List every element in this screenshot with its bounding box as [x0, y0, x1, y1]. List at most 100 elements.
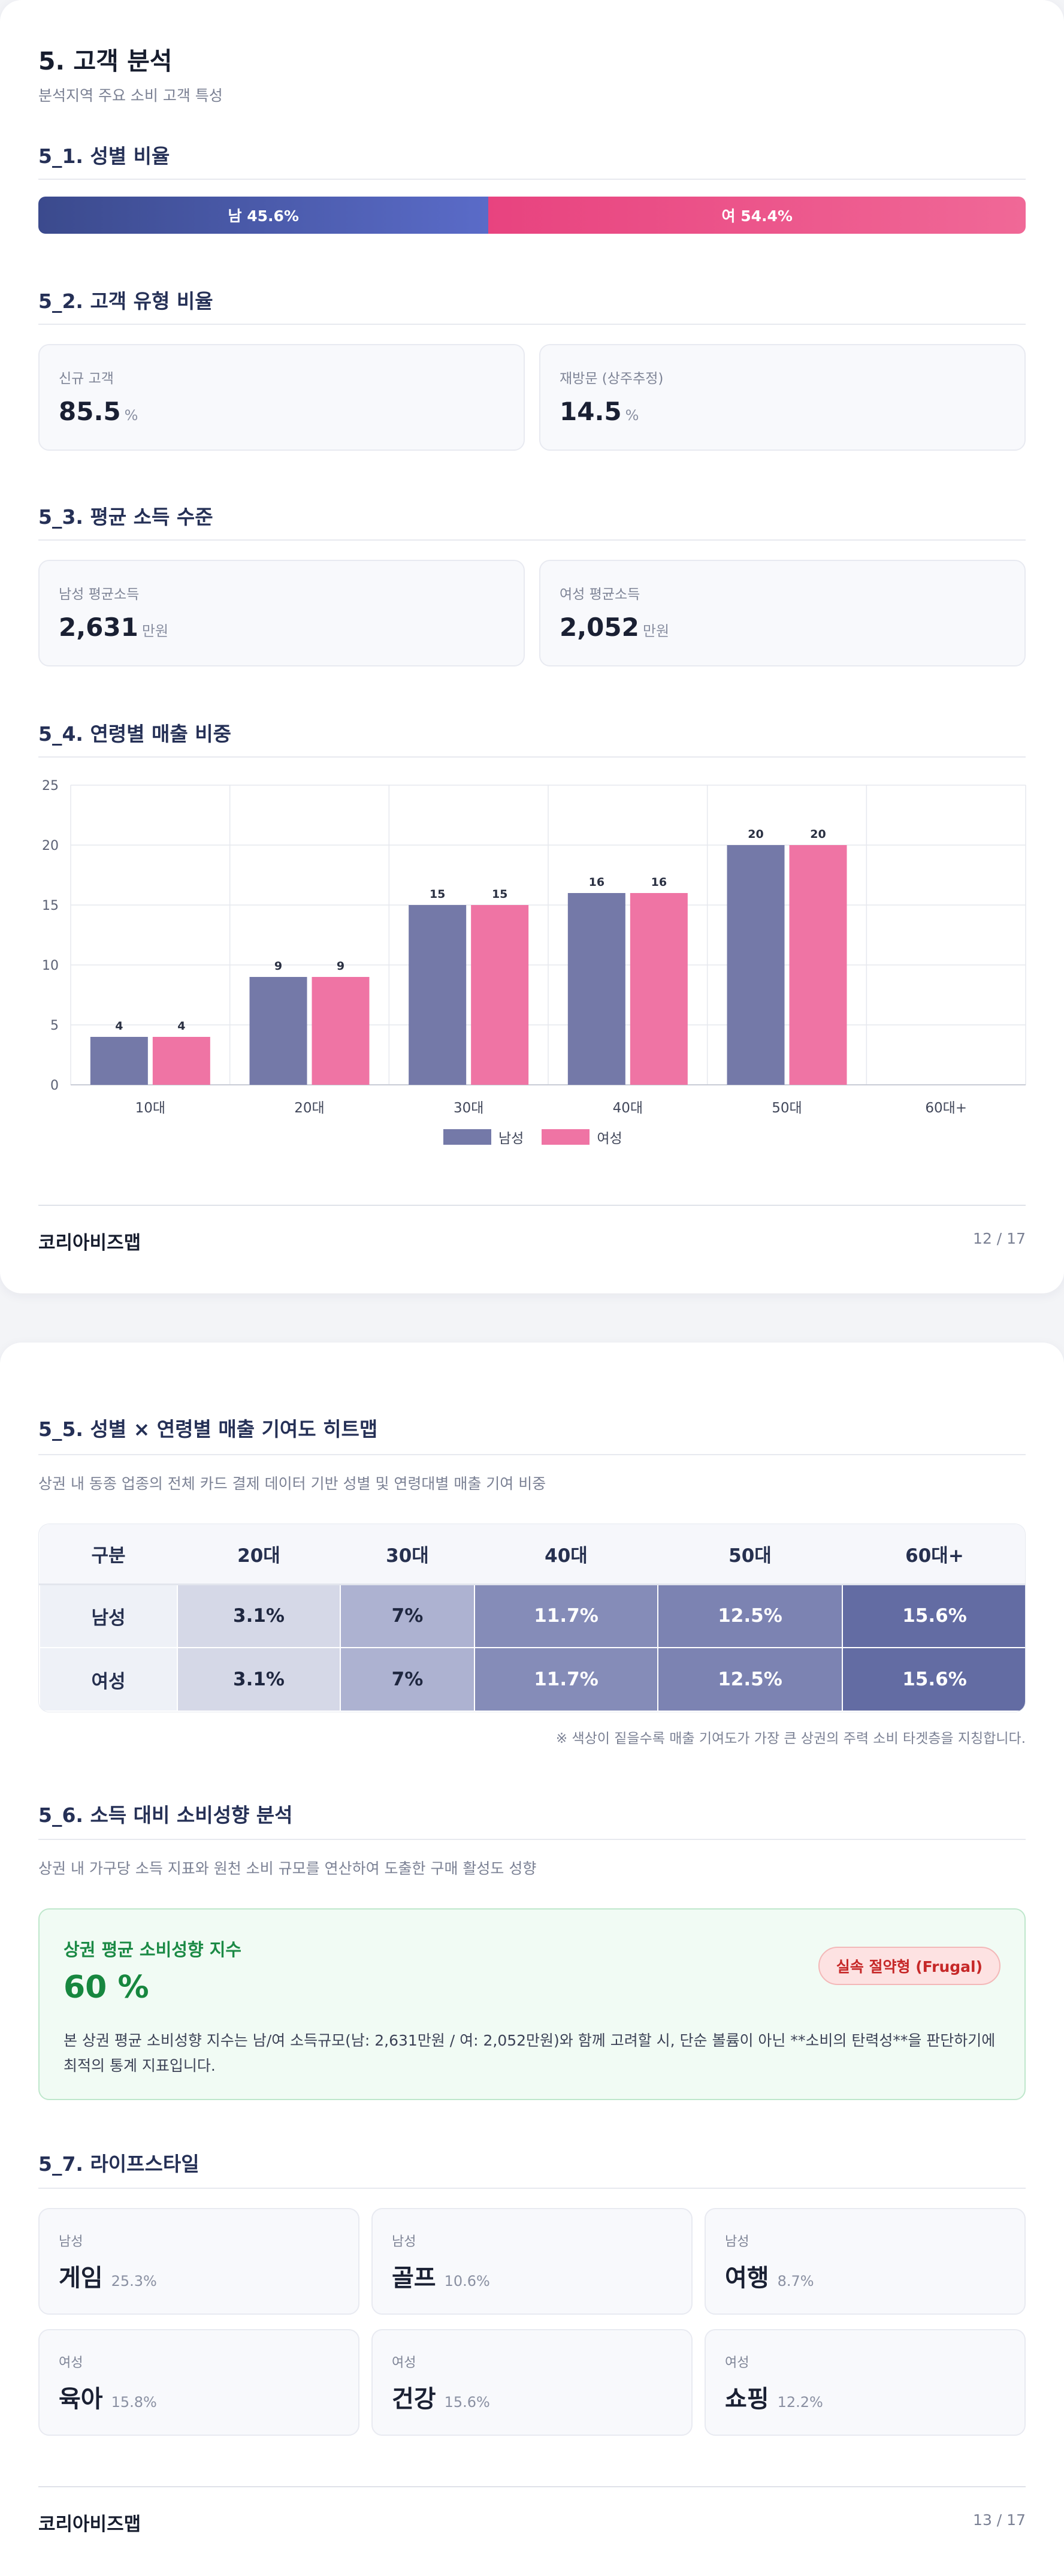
lifestyle-pct: 8.7% [777, 2273, 814, 2290]
heatmap-row-label: 남성 [39, 1583, 178, 1648]
heatmap-header-cell: 50대 [658, 1524, 842, 1585]
heatmap-header-cell: 구분 [40, 1524, 177, 1585]
stat-number: 14.5 [560, 397, 622, 426]
data-label: 16 [589, 876, 604, 889]
legend-swatch-male [443, 1129, 491, 1145]
data-label: 4 [177, 1019, 185, 1033]
y-tick-label: 20 [42, 838, 59, 853]
heatmap-cell: 11.7% [474, 1583, 658, 1648]
heatmap-cell: 3.1% [177, 1647, 341, 1712]
lifestyle-name: 쇼핑 [725, 2385, 769, 2413]
bar-male [727, 845, 785, 1085]
lifestyle-name: 여행 [725, 2264, 769, 2292]
heatmap-table: 구분 20대 30대 40대 50대 60대+ 남성 3.1% 7% 11.7%… [39, 1524, 1025, 1712]
bar-male [567, 893, 625, 1085]
section-title-income: 5_3. 평균 소득 수준 [38, 505, 213, 529]
x-tick-label: 10대 [135, 1100, 165, 1116]
section-divider [38, 1839, 1026, 1840]
data-label: 20 [748, 828, 763, 841]
gender-age-heatmap: 구분 20대 30대 40대 50대 60대+ 남성 3.1% 7% 11.7%… [38, 1524, 1026, 1712]
section-title-age-sales: 5_4. 연령별 매출 비중 [38, 722, 231, 746]
stat-unit: 만원 [141, 623, 169, 640]
y-tick-label: 10 [42, 958, 59, 973]
data-label: 20 [810, 828, 826, 841]
stat-label: 재방문 (상주추정) [560, 371, 664, 387]
heatmap-cell: 12.5% [657, 1583, 843, 1648]
lifestyle-pct: 12.2% [777, 2394, 823, 2411]
stat-card-male-income: 남성 평균소득 2,631 만원 [38, 560, 525, 666]
data-label: 15 [492, 888, 507, 901]
heatmap-cell: 15.6% [842, 1647, 1025, 1712]
legend-swatch-female [542, 1129, 590, 1145]
x-tick-label: 60대+ [925, 1100, 967, 1116]
lifestyle-name: 건강 [392, 2385, 436, 2413]
consumption-index-box: 상권 평균 소비성향 지수 60 % 실속 절약형 (Frugal) 본 상권 … [38, 1908, 1026, 2100]
bar-female [152, 1037, 210, 1085]
section-divider [38, 756, 1026, 758]
lifestyle-gender: 남성 [392, 2234, 416, 2249]
stat-unit: % [625, 407, 639, 424]
lifestyle-gender: 여성 [59, 2355, 83, 2370]
stat-number: 2,052 [560, 613, 639, 642]
heatmap-row-female: 여성 3.1% 7% 11.7% 12.5% 15.6% [39, 1647, 1025, 1712]
legend-item-male: 남성 [443, 1127, 524, 1147]
data-label: 9 [337, 960, 344, 973]
lifestyle-pct: 25.3% [111, 2273, 157, 2290]
heatmap-row-male: 남성 3.1% 7% 11.7% 12.5% 15.6% [39, 1583, 1025, 1648]
stat-card-female-income: 여성 평균소득 2,052 만원 [539, 560, 1026, 666]
footer-divider [38, 2486, 1026, 2487]
heatmap-header-cell: 30대 [340, 1524, 474, 1585]
stat-card-new-customer: 신규 고객 85.5% [38, 344, 525, 451]
section-divider [38, 539, 1026, 541]
stat-value-group: 2,052 만원 [560, 613, 669, 642]
bar-female [630, 893, 688, 1085]
stat-number: 2,631 [59, 613, 138, 642]
heatmap-cell: 7% [340, 1647, 475, 1712]
consumption-index-value: 60 % [64, 1969, 149, 2005]
stat-value-group: 14.5% [560, 397, 639, 426]
lifestyle-pct: 15.8% [111, 2394, 157, 2411]
y-tick-label: 5 [50, 1018, 59, 1033]
bar-male [249, 977, 307, 1085]
lifestyle-main: 골프 10.6% [392, 2258, 490, 2293]
gender-ratio-bar: 남 45.6% 여 54.4% [38, 197, 1026, 234]
section-divider [38, 1454, 1026, 1455]
bar-female [789, 845, 847, 1085]
report-page-12: 5. 고객 분석 분석지역 주요 소비 고객 특성 5_1. 성별 비율 남 4… [0, 0, 1064, 1293]
heatmap-header-cell: 20대 [177, 1524, 340, 1585]
bar-female [471, 905, 529, 1085]
lifestyle-card: 여성 육아 15.8% [38, 2329, 359, 2436]
heatmap-description: 상권 내 동종 업종의 전체 카드 결제 데이터 기반 성별 및 연령대별 매출… [38, 1475, 546, 1492]
bar-male [90, 1037, 148, 1085]
lifestyle-name: 게임 [59, 2264, 103, 2292]
heatmap-note: ※ 색상이 짙을수록 매출 기여도가 가장 큰 상권의 주력 소비 타겟층을 지… [555, 1731, 1026, 1747]
heatmap-cell: 12.5% [657, 1647, 843, 1712]
lifestyle-name: 육아 [59, 2385, 103, 2413]
legend-label-male: 남성 [498, 1131, 524, 1147]
stat-value-group: 2,631 만원 [59, 613, 168, 642]
lifestyle-card: 여성 건강 15.6% [371, 2329, 693, 2436]
x-tick-label: 20대 [294, 1100, 324, 1116]
x-tick-label: 50대 [772, 1100, 802, 1116]
stat-label: 신규 고객 [59, 371, 114, 387]
legend-label-female: 여성 [597, 1131, 622, 1147]
lifestyle-card: 여성 쇼핑 12.2% [705, 2329, 1026, 2436]
lifestyle-pct: 15.6% [444, 2394, 490, 2411]
legend-item-female: 여성 [542, 1127, 622, 1147]
stat-card-returning-customer: 재방문 (상주추정) 14.5% [539, 344, 1026, 451]
data-label: 4 [115, 1019, 123, 1033]
footer-page-number: 13 / 17 [973, 2511, 1026, 2529]
consumption-index-description: 본 상권 평균 소비성향 지수는 남/여 소득규모(남: 2,631만원 / 여… [64, 2032, 996, 2074]
lifestyle-card: 남성 여행 8.7% [705, 2208, 1026, 2315]
section-title-lifestyle: 5_7. 라이프스타일 [38, 2152, 200, 2176]
heatmap-cell: 15.6% [842, 1583, 1025, 1648]
lifestyle-name: 골프 [392, 2264, 436, 2292]
footer-brand: 코리아비즈맵 [38, 1232, 141, 1254]
lifestyle-gender: 여성 [725, 2355, 749, 2370]
lifestyle-main: 건강 15.6% [392, 2379, 490, 2414]
x-tick-label: 40대 [613, 1100, 643, 1116]
x-tick-label: 30대 [454, 1100, 483, 1116]
data-label: 9 [274, 960, 282, 973]
stat-value-group: 85.5% [59, 397, 138, 426]
consumption-index-title: 상권 평균 소비성향 지수 [64, 1939, 242, 1960]
